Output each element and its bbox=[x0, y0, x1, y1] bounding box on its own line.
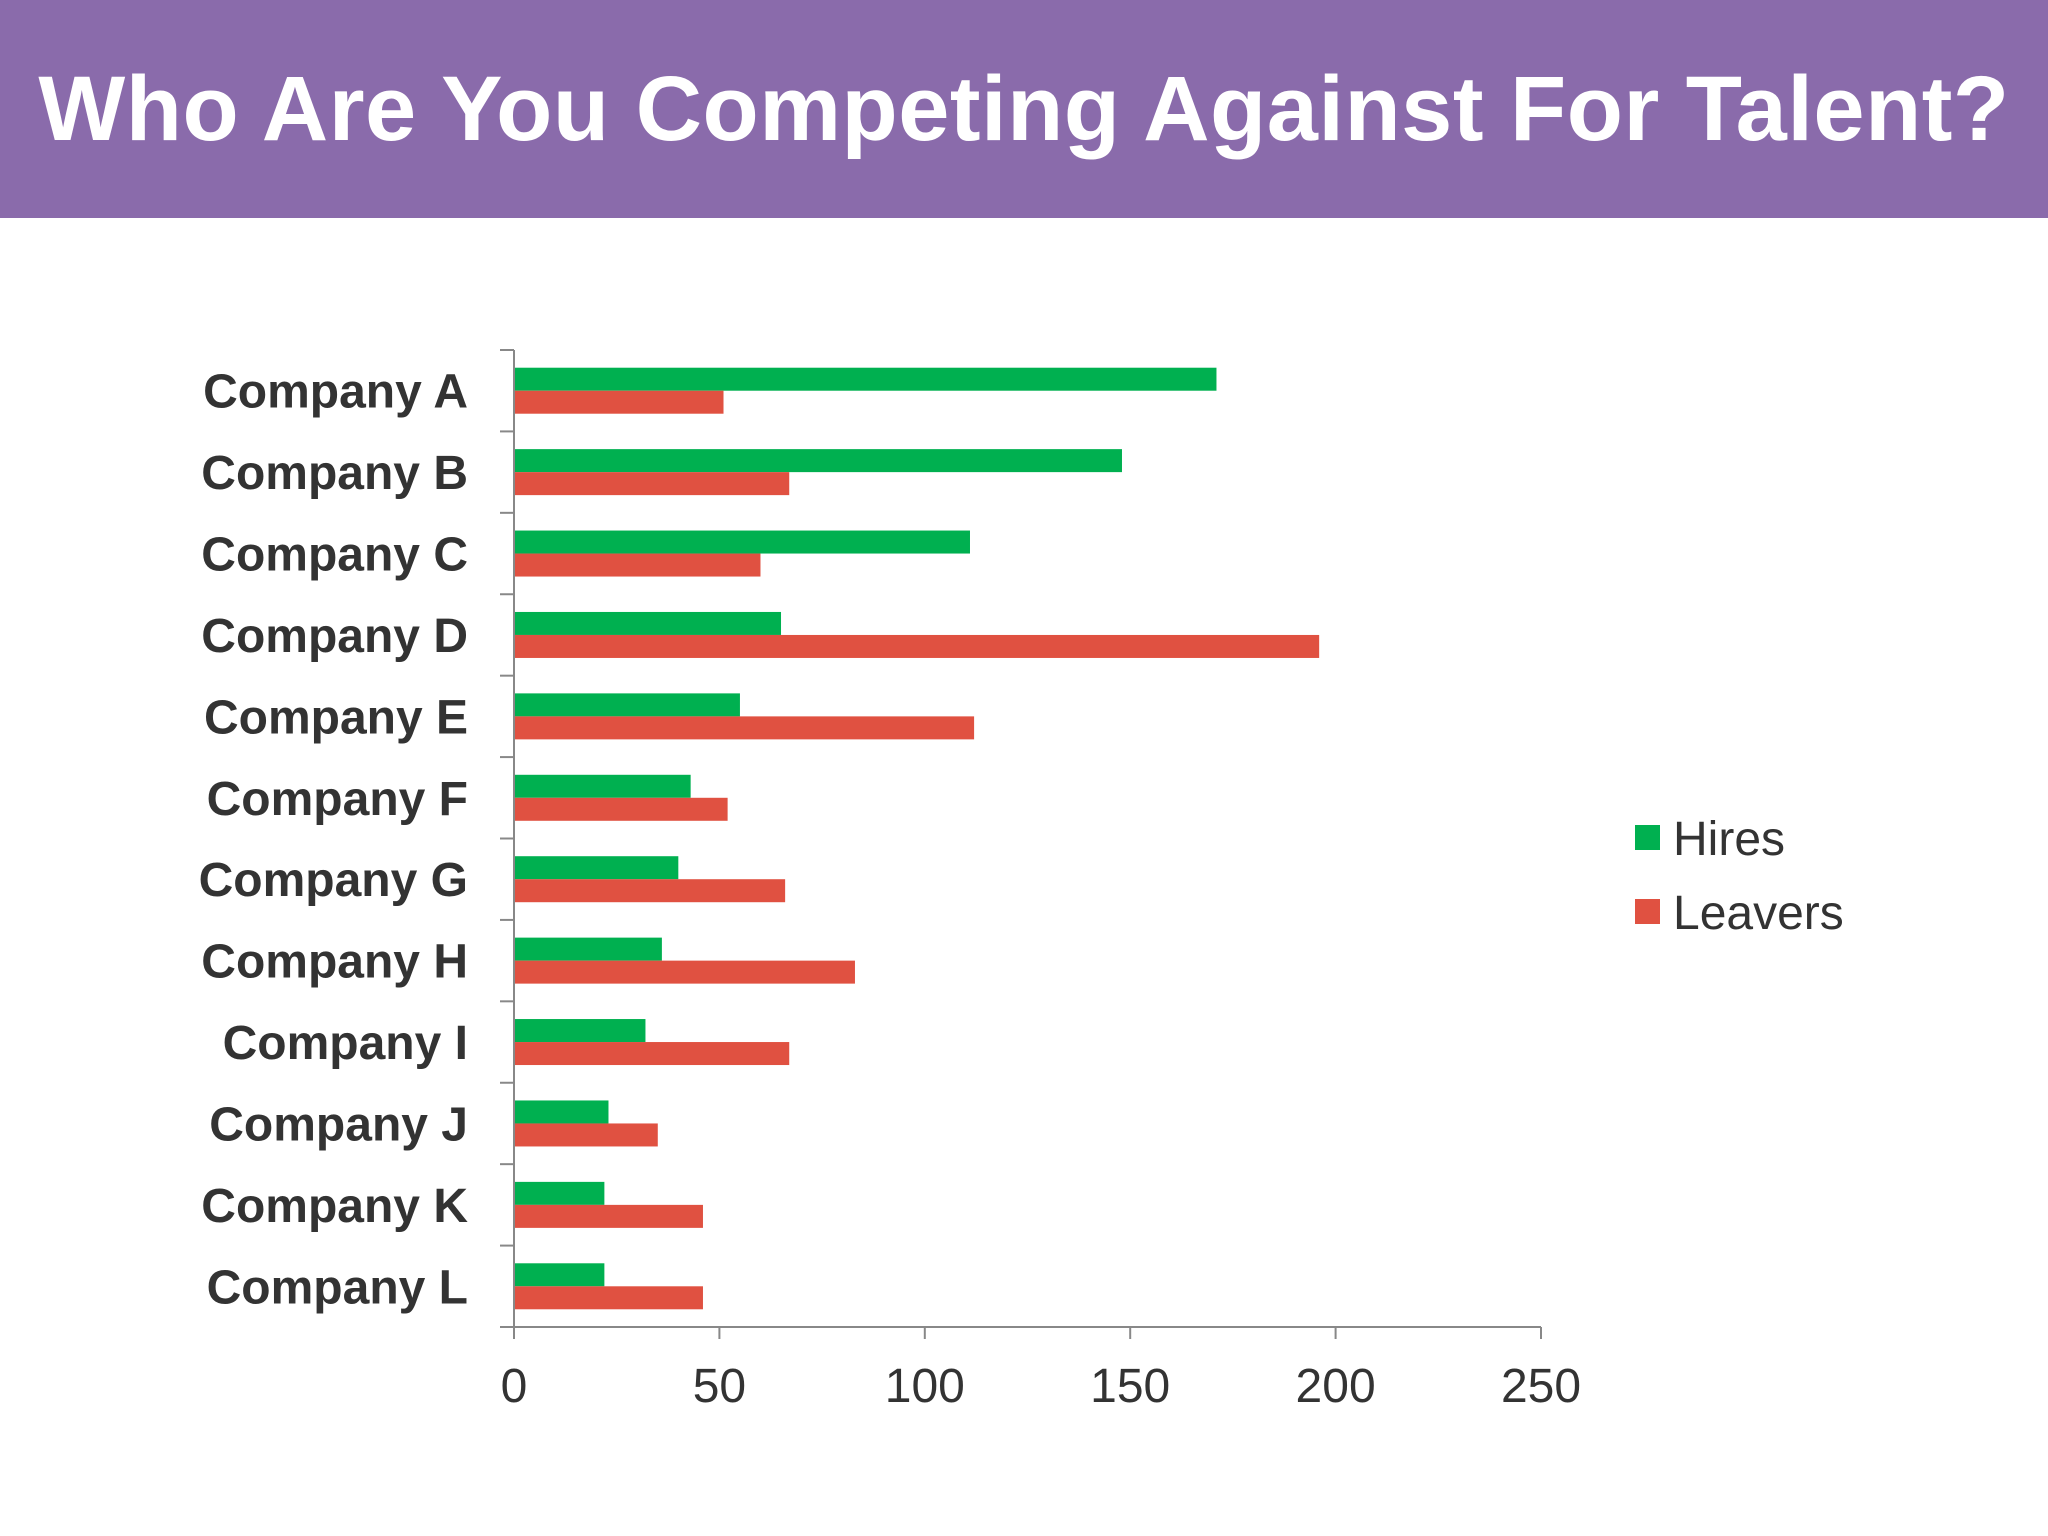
bars-group bbox=[514, 367, 1320, 1310]
category-label: Company C bbox=[201, 529, 468, 582]
category-label: Company H bbox=[201, 936, 468, 989]
x-tick-label: 250 bbox=[1501, 1360, 1581, 1413]
category-label: Company J bbox=[209, 1098, 468, 1151]
category-label: Company A bbox=[203, 366, 468, 419]
bar-leavers-6 bbox=[514, 797, 728, 821]
bar-hires-7 bbox=[514, 856, 679, 880]
bar-hires-8 bbox=[514, 937, 662, 961]
bar-hires-4 bbox=[514, 611, 782, 635]
x-tick-label: 150 bbox=[1090, 1360, 1170, 1413]
bar-hires-2 bbox=[514, 449, 1122, 473]
bar-hires-9 bbox=[514, 1019, 646, 1043]
category-label: Company L bbox=[207, 1261, 468, 1314]
legend-label-hires: Hires bbox=[1673, 813, 1785, 866]
bar-hires-10 bbox=[514, 1100, 609, 1124]
title-banner: Who Are You Competing Against For Talent… bbox=[0, 0, 2048, 218]
category-label: Company I bbox=[223, 1017, 468, 1070]
legend-label-leavers: Leavers bbox=[1673, 887, 1844, 940]
bar-hires-12 bbox=[514, 1263, 605, 1287]
bar-leavers-2 bbox=[514, 472, 790, 496]
legend-swatch-hires bbox=[1635, 825, 1660, 850]
bar-leavers-12 bbox=[514, 1286, 703, 1310]
bar-leavers-8 bbox=[514, 960, 855, 984]
bar-leavers-11 bbox=[514, 1204, 703, 1228]
bar-hires-3 bbox=[514, 530, 970, 554]
bar-hires-6 bbox=[514, 774, 691, 798]
bar-leavers-7 bbox=[514, 879, 786, 903]
category-label: Company B bbox=[201, 447, 468, 500]
bar-leavers-9 bbox=[514, 1042, 790, 1066]
x-tick-label: 200 bbox=[1296, 1360, 1376, 1413]
bar-leavers-3 bbox=[514, 553, 761, 577]
x-tick-label: 0 bbox=[501, 1360, 528, 1413]
legend-swatch-leavers bbox=[1635, 899, 1660, 924]
legend: Hires Leavers bbox=[1635, 813, 1844, 940]
x-tick-labels: 0 50 100 150 200 250 bbox=[501, 1360, 1581, 1413]
bar-hires-11 bbox=[514, 1181, 605, 1205]
category-label: Company G bbox=[199, 854, 468, 907]
x-tick-label: 100 bbox=[885, 1360, 965, 1413]
bar-hires-5 bbox=[514, 693, 740, 717]
bar-hires-1 bbox=[514, 367, 1217, 391]
page-title: Who Are You Competing Against For Talent… bbox=[38, 57, 2010, 160]
bar-leavers-1 bbox=[514, 390, 724, 414]
bar-leavers-10 bbox=[514, 1123, 658, 1147]
axes-group bbox=[500, 349, 1542, 1339]
category-label: Company E bbox=[204, 691, 468, 744]
bar-leavers-5 bbox=[514, 716, 975, 740]
category-label: Company F bbox=[207, 773, 468, 826]
x-tick-label: 50 bbox=[693, 1360, 746, 1413]
category-labels: Company A Company B Company C Company D Comp… bbox=[199, 366, 469, 1315]
bar-leavers-4 bbox=[514, 634, 1320, 658]
category-label: Company D bbox=[201, 610, 468, 663]
category-label: Company K bbox=[201, 1180, 468, 1233]
